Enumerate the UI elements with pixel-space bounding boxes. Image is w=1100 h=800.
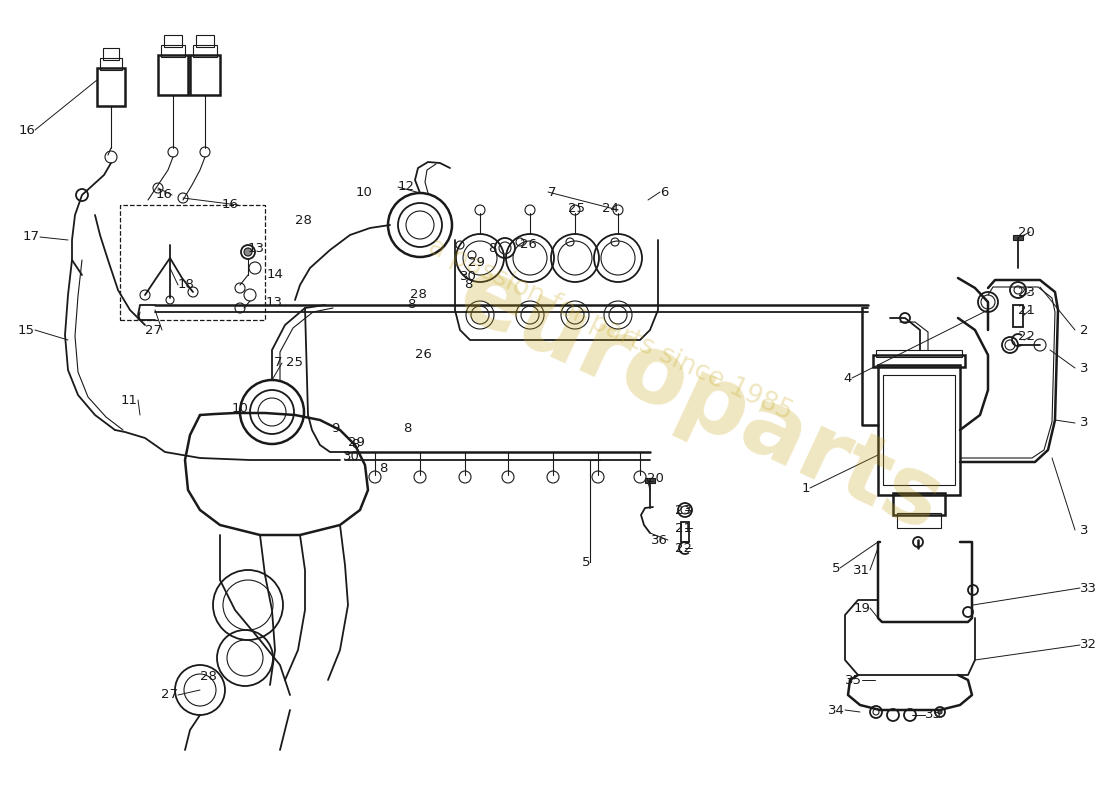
Text: 8: 8 <box>379 462 388 474</box>
Text: 17: 17 <box>23 230 40 243</box>
Text: 5: 5 <box>582 555 590 569</box>
Bar <box>97 68 125 106</box>
Text: 12: 12 <box>398 181 415 194</box>
Text: 7: 7 <box>274 357 282 370</box>
Bar <box>1013 235 1023 240</box>
Bar <box>878 365 960 495</box>
Text: 25: 25 <box>286 357 302 370</box>
Text: 2: 2 <box>1080 323 1089 337</box>
Bar <box>192 45 217 57</box>
Text: 3: 3 <box>1080 523 1089 537</box>
Text: 22: 22 <box>1018 330 1035 343</box>
Text: 27: 27 <box>145 323 162 337</box>
Text: 3: 3 <box>1080 362 1089 374</box>
Text: 20: 20 <box>1019 226 1035 238</box>
Text: 13: 13 <box>266 297 283 310</box>
Text: 31: 31 <box>852 563 870 577</box>
Text: 10: 10 <box>355 186 372 198</box>
Text: 7: 7 <box>548 186 557 198</box>
Text: 19: 19 <box>854 602 870 614</box>
Text: 32: 32 <box>1080 638 1097 651</box>
Text: 21: 21 <box>1018 303 1035 317</box>
Text: 23: 23 <box>675 503 692 517</box>
Bar <box>876 350 962 357</box>
Text: 16: 16 <box>221 198 238 211</box>
Text: 8: 8 <box>352 438 360 451</box>
Text: 34: 34 <box>828 703 845 717</box>
Text: 30: 30 <box>343 450 360 463</box>
Text: 8: 8 <box>407 298 415 311</box>
Text: 36: 36 <box>651 534 668 546</box>
Bar <box>164 35 182 47</box>
Text: 6: 6 <box>660 186 669 198</box>
Text: 24: 24 <box>602 202 619 214</box>
Bar <box>873 355 965 367</box>
Bar <box>1013 305 1023 327</box>
Bar <box>161 45 185 57</box>
Text: 29: 29 <box>348 435 365 449</box>
Text: 8: 8 <box>404 422 412 434</box>
Text: 18: 18 <box>178 278 195 291</box>
Circle shape <box>938 710 942 714</box>
Text: 26: 26 <box>415 349 432 362</box>
Text: 15: 15 <box>18 323 35 337</box>
Bar <box>893 493 945 515</box>
Text: 5: 5 <box>832 562 840 574</box>
Bar <box>896 513 940 528</box>
Text: 27: 27 <box>161 689 178 702</box>
Text: 30: 30 <box>460 270 477 283</box>
Text: 10: 10 <box>231 402 248 414</box>
Circle shape <box>244 248 252 256</box>
Text: 8: 8 <box>464 278 472 291</box>
Text: 20: 20 <box>647 471 664 485</box>
Bar <box>190 55 220 95</box>
Text: 35: 35 <box>845 674 862 686</box>
Bar <box>883 375 955 485</box>
Text: 9: 9 <box>331 422 340 434</box>
Text: 28: 28 <box>200 670 217 682</box>
Text: 3: 3 <box>1080 417 1089 430</box>
Text: 35: 35 <box>925 709 942 722</box>
Text: 13: 13 <box>248 242 265 254</box>
Text: 28: 28 <box>295 214 312 226</box>
Bar <box>645 478 654 483</box>
Text: 16: 16 <box>18 123 35 137</box>
Bar <box>196 35 214 47</box>
Text: 26: 26 <box>520 238 537 251</box>
Bar <box>681 522 689 542</box>
Text: 25: 25 <box>568 202 585 214</box>
Text: 28: 28 <box>410 289 427 302</box>
Text: 4: 4 <box>844 371 852 385</box>
Text: 33: 33 <box>1080 582 1097 594</box>
Bar <box>100 58 122 70</box>
Text: 23: 23 <box>1018 286 1035 298</box>
Text: 21: 21 <box>675 522 692 534</box>
Bar <box>158 55 188 95</box>
Text: europarts: europarts <box>444 248 956 552</box>
Text: 1: 1 <box>802 482 810 494</box>
Text: 29: 29 <box>468 255 485 269</box>
Text: 8: 8 <box>488 242 496 254</box>
Text: 14: 14 <box>266 269 283 282</box>
Text: a passion for parts since 1985: a passion for parts since 1985 <box>424 234 796 426</box>
Bar <box>103 48 119 60</box>
Text: 22: 22 <box>675 542 692 554</box>
Text: 11: 11 <box>121 394 138 406</box>
Text: 16: 16 <box>155 189 172 202</box>
